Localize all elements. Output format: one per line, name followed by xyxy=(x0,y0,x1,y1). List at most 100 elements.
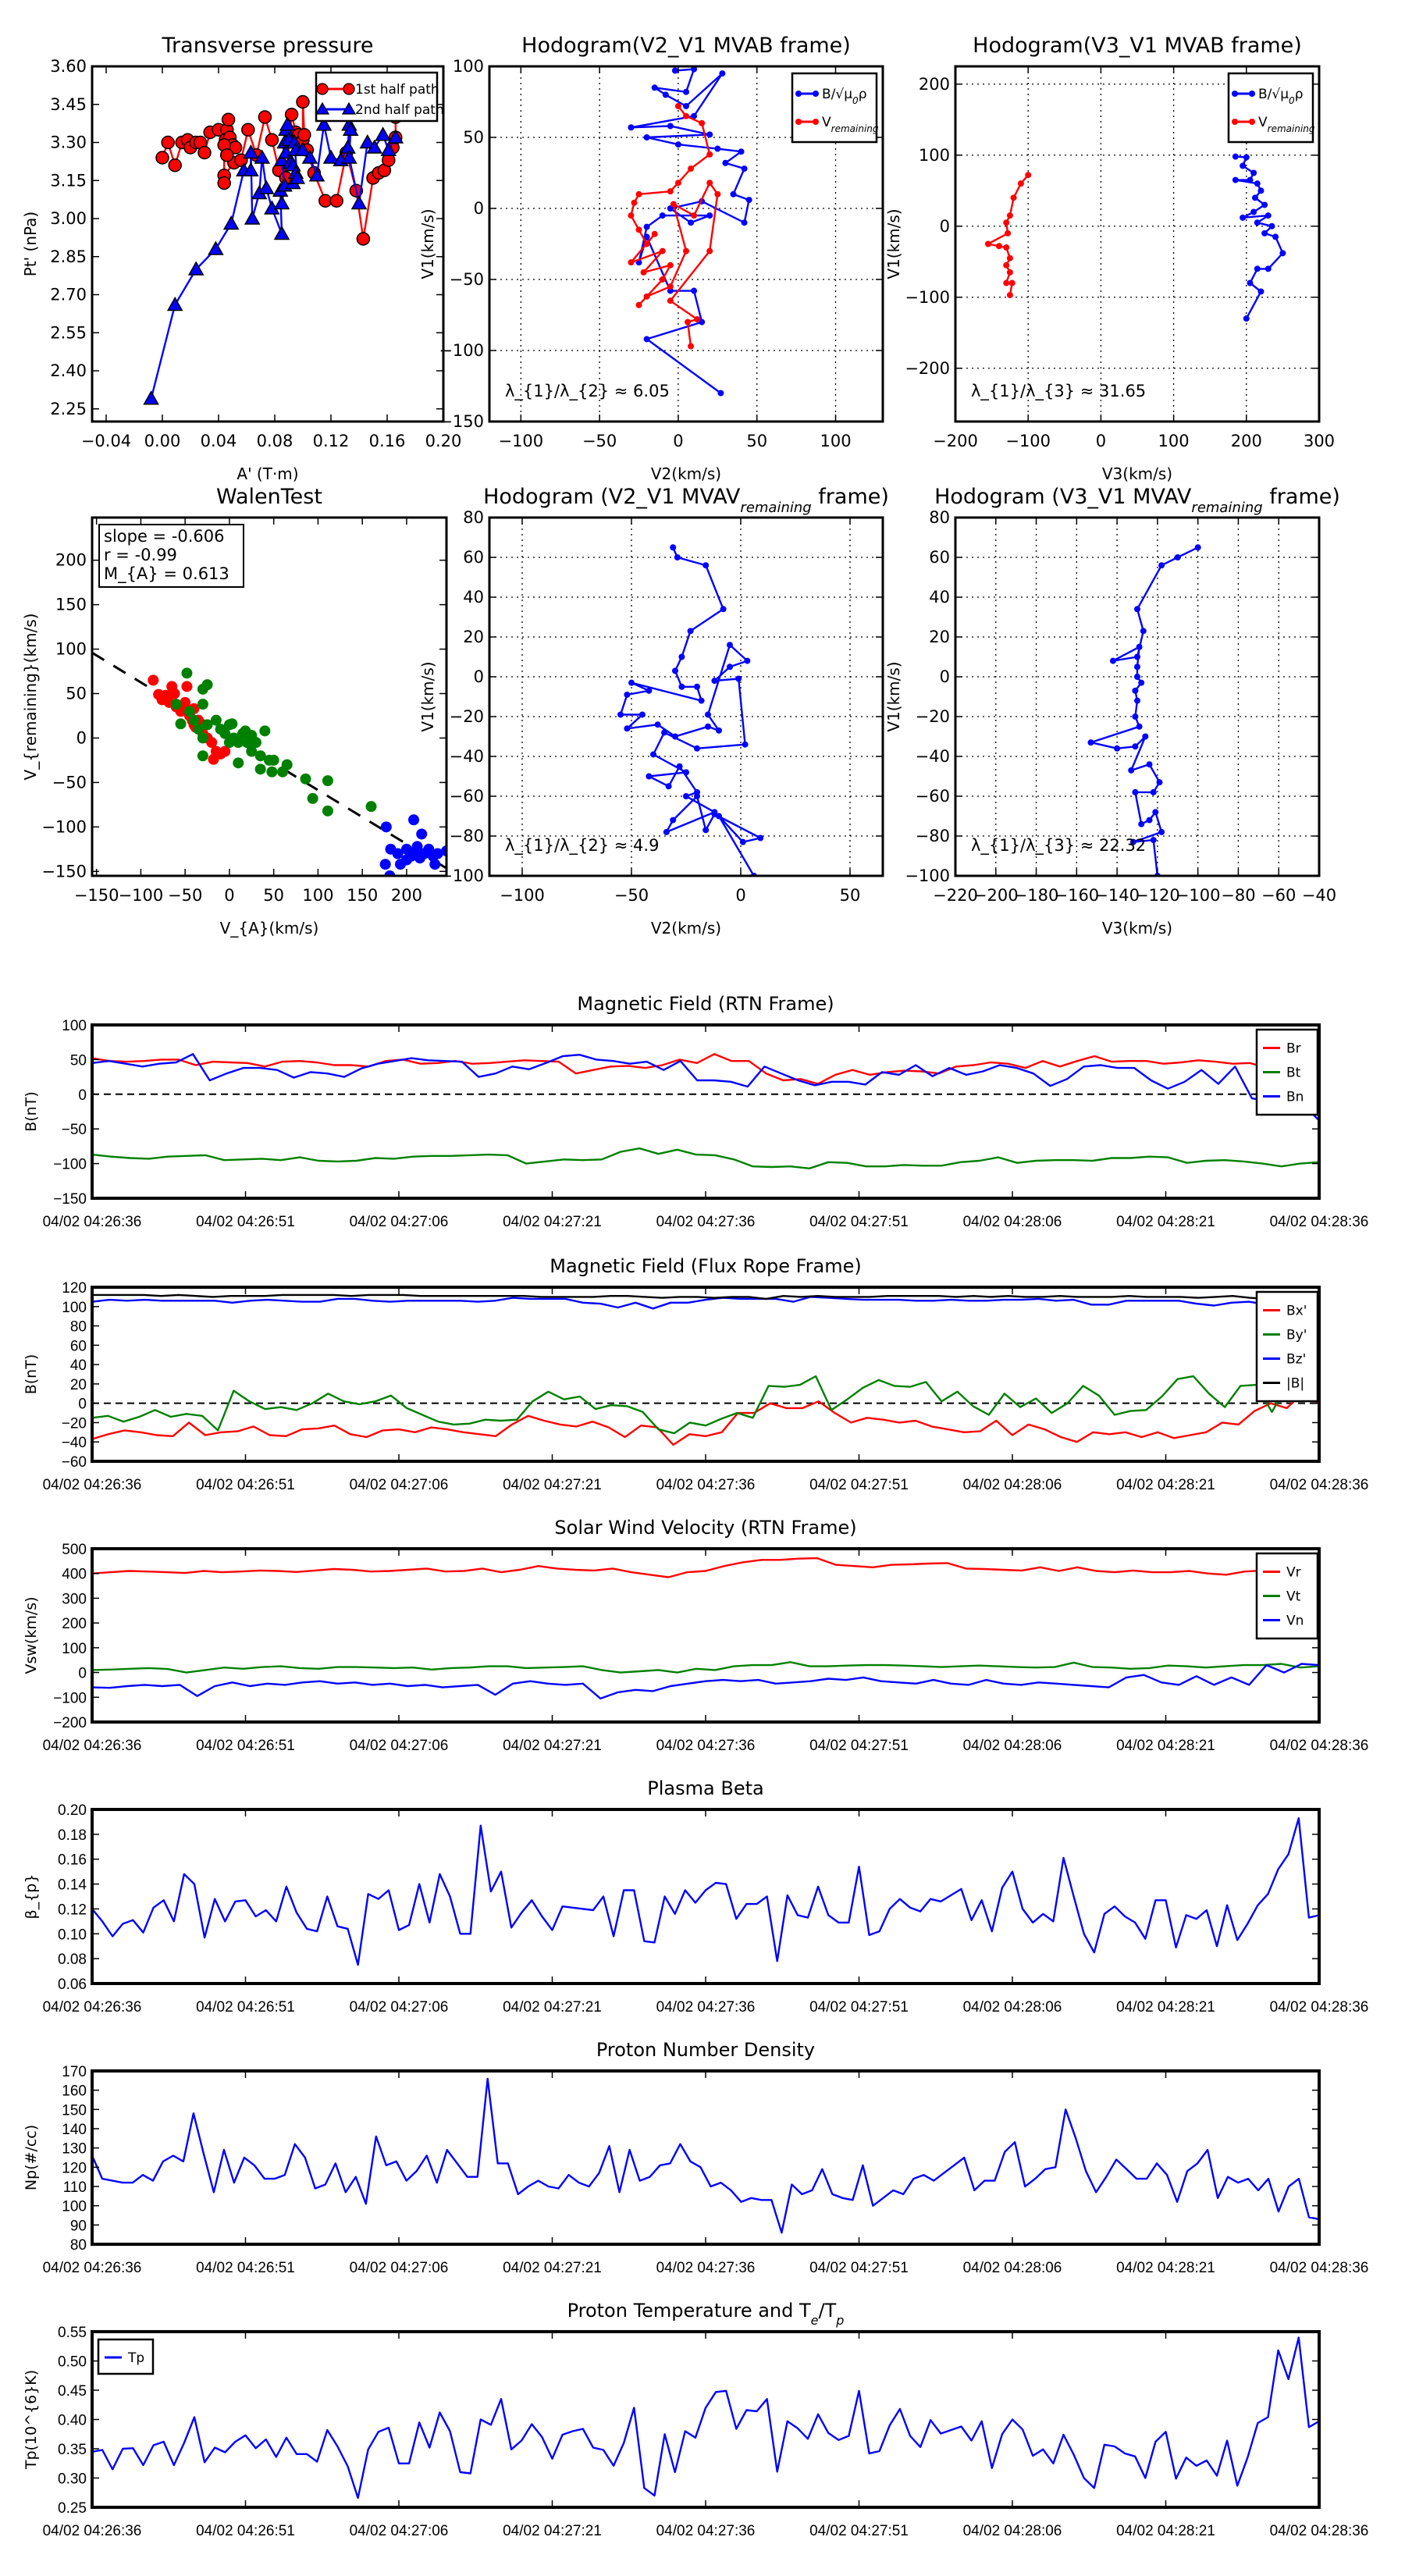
text-run: Br xyxy=(1286,1041,1301,1057)
x-tick-label: 150 xyxy=(347,886,378,905)
data-point xyxy=(654,721,661,728)
text-run: 0 xyxy=(673,432,683,450)
data-point xyxy=(717,390,724,397)
text-run: B/√μ xyxy=(822,87,852,102)
data-point xyxy=(705,711,711,718)
x-tick-label: 04/02 04:28:21 xyxy=(1116,2260,1215,2276)
data-point xyxy=(1158,562,1165,569)
legend-label: Vremaining xyxy=(822,115,879,134)
text-run: 04/02 04:27:21 xyxy=(503,1214,602,1230)
text-run: 200 xyxy=(391,886,422,905)
x-tick-label: 04/02 04:26:36 xyxy=(43,1999,142,2016)
y-tick-label: −50 xyxy=(450,270,484,289)
legend-marker xyxy=(813,119,819,125)
legend: 1st half path 2nd half path xyxy=(315,71,444,123)
y-tick-label: 80 xyxy=(70,1319,87,1336)
data-point xyxy=(161,135,175,150)
x-tick-label: 04/02 04:28:36 xyxy=(1270,2260,1369,2276)
x-tick-label: 04/02 04:26:36 xyxy=(43,1738,142,1754)
text-run: 04/02 04:28:21 xyxy=(1116,1738,1215,1754)
legend-marker xyxy=(795,119,802,125)
x-tick-label: 04/02 04:28:21 xyxy=(1116,1738,1215,1754)
y-tick-label: −200 xyxy=(905,359,950,378)
text-run: Magnetic Field (RTN Frame) xyxy=(577,993,834,1015)
x-axis-label: A' (T·m) xyxy=(237,464,298,483)
x-tick-label: 04/02 04:26:36 xyxy=(43,1477,142,1493)
x-tick-label: 04/02 04:27:51 xyxy=(809,2523,909,2539)
y-tick-label: 0 xyxy=(474,199,484,218)
text-run: 100 xyxy=(302,886,333,905)
data-point xyxy=(1279,250,1286,257)
chart-title: Solar Wind Velocity (RTN Frame) xyxy=(554,1517,856,1539)
data-point xyxy=(1250,208,1257,215)
text-run: −50 xyxy=(168,886,202,905)
text-run: 04/02 04:27:51 xyxy=(809,1214,909,1230)
text-run: B/√μ xyxy=(1258,87,1289,102)
data-point xyxy=(683,247,689,254)
data-point xyxy=(1261,229,1268,237)
legend: Tp xyxy=(97,2338,155,2375)
x-tick-label: 04/02 04:27:51 xyxy=(809,1738,909,1754)
legend-label: B/√μ0ρ xyxy=(1258,87,1303,106)
y-tick-label: −100 xyxy=(439,341,484,360)
legend-item: Bn xyxy=(1263,1090,1304,1105)
text-run: Vr xyxy=(1286,1565,1301,1581)
data-point xyxy=(643,293,650,300)
text-run: 50 xyxy=(840,886,861,905)
y-axis-label: Np(#/cc) xyxy=(23,2125,40,2190)
text-run: −50 xyxy=(52,773,87,792)
text-run: −200 xyxy=(973,886,1019,905)
data-point xyxy=(226,718,238,730)
legend-item: Vr xyxy=(1263,1565,1301,1581)
data-point xyxy=(1138,820,1145,827)
text-run: −80 xyxy=(916,827,950,845)
text-run: −50 xyxy=(582,432,617,450)
y-tick-label: 0.35 xyxy=(58,2442,87,2458)
chart-tp: −0.04 0.00 0.04 0.08 0.12 0.16 0.20 2.25 2.40 2.5… xyxy=(21,34,461,483)
data-point xyxy=(392,848,404,859)
data-point xyxy=(366,139,383,154)
data-point xyxy=(688,343,695,350)
legend-label: Vt xyxy=(1286,1589,1301,1605)
eigenvalue-ratio-annotation: λ_{1}/λ_{3} ≈ 22.32 xyxy=(971,836,1146,856)
data-point xyxy=(197,750,208,762)
text-run: 0.08 xyxy=(257,432,293,450)
text-run: 0.45 xyxy=(58,2383,87,2400)
y-tick-label: 0.55 xyxy=(58,2325,87,2341)
subscript: 0 xyxy=(1289,95,1295,106)
text-run: 0.40 xyxy=(58,2413,87,2429)
data-point xyxy=(183,706,195,717)
data-point xyxy=(667,262,674,269)
text-run: 80 xyxy=(70,2237,87,2254)
x-tick-label: 04/02 04:28:06 xyxy=(963,2260,1062,2276)
text-run: 04/02 04:26:51 xyxy=(196,1738,295,1754)
data-point xyxy=(222,215,240,230)
text-run: −200 xyxy=(53,1715,87,1731)
text-run: Vn xyxy=(1286,1614,1304,1629)
x-tick-label: −50 xyxy=(614,886,649,905)
data-point xyxy=(694,683,700,690)
data-point xyxy=(1109,657,1116,664)
data-point xyxy=(651,230,658,237)
y-tick-label: 400 xyxy=(62,1567,87,1583)
axes-frame xyxy=(91,1547,1321,1724)
legend-item: |B| xyxy=(1263,1376,1304,1392)
data-point xyxy=(617,711,624,718)
text-run: 0.18 xyxy=(58,1827,87,1844)
data-point xyxy=(716,813,722,820)
data-point xyxy=(1247,176,1254,183)
y-tick-label: 2.85 xyxy=(50,247,87,266)
data-point xyxy=(1240,162,1247,169)
data-point xyxy=(1017,180,1024,187)
y-axis-label: V1(km/s) xyxy=(418,208,437,279)
data-point xyxy=(995,243,1002,250)
x-tick-label: 04/02 04:27:06 xyxy=(350,1477,449,1493)
data-point xyxy=(678,653,685,660)
y-tick-label: −50 xyxy=(52,773,87,792)
y-tick-label: 3.15 xyxy=(50,171,87,190)
text-run: −100 xyxy=(500,886,545,905)
x-tick-label: 04/02 04:26:51 xyxy=(196,1999,295,2016)
y-tick-label: −100 xyxy=(905,288,950,307)
text-run: 0.20 xyxy=(425,432,462,450)
data-point xyxy=(1240,214,1247,221)
